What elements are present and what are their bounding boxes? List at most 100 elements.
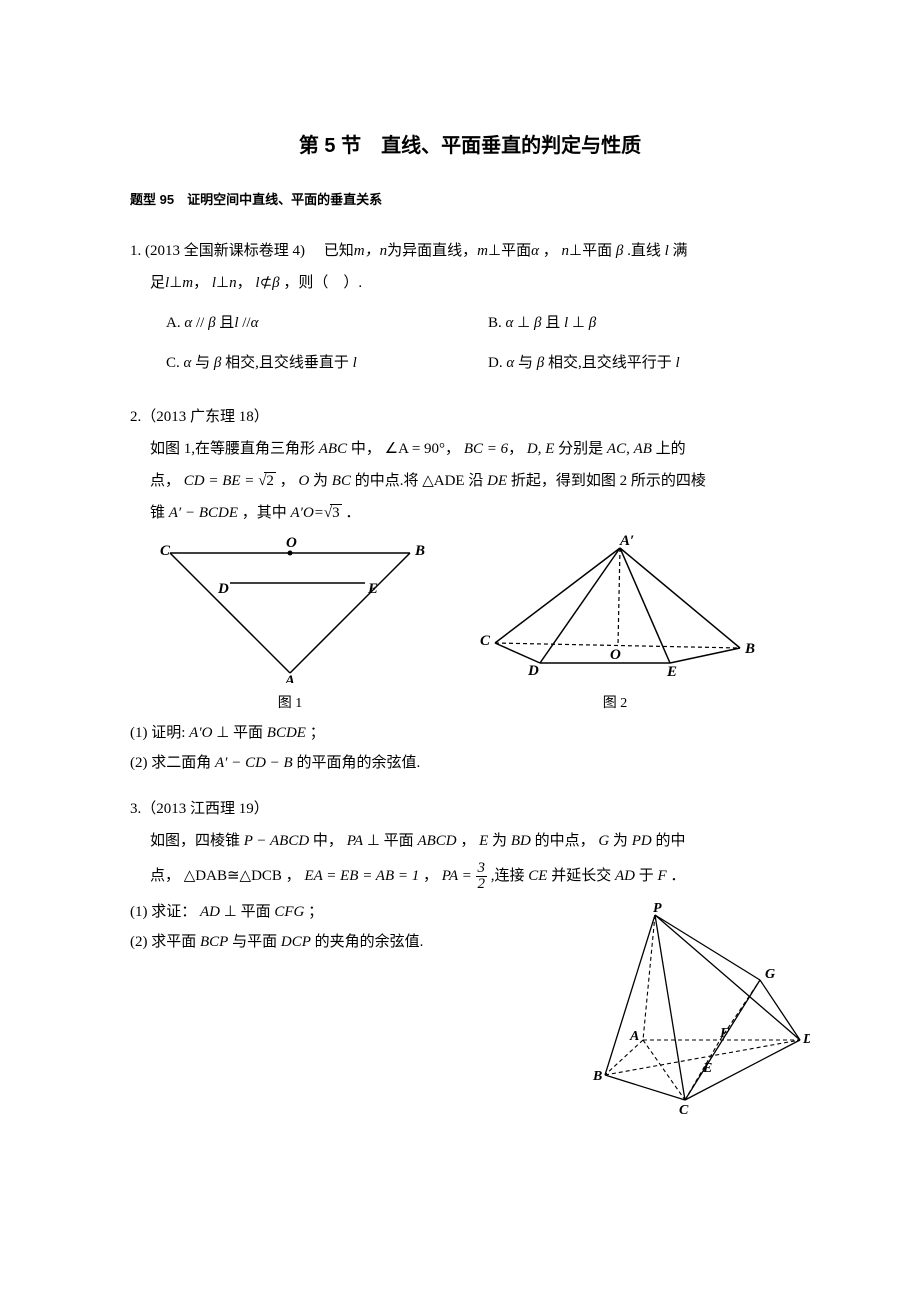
p2-src: （2013 广东理 18） [141,409,269,425]
t: 平面 [241,904,271,920]
t: 并延长交 [551,868,611,884]
t: 且 [545,315,560,331]
svg-text:E: E [666,664,677,680]
sym: PA [347,833,363,849]
t: ， [508,441,523,457]
t: ； [310,725,325,741]
t: 满 [673,243,688,259]
t: 中， [351,441,381,457]
t: 平面 [233,725,263,741]
problem-2: 2.（2013 广东理 18） 如图 1,在等腰直角三角形 ABC 中， ∠A … [130,405,810,775]
svg-text:F: F [719,1026,730,1041]
sym: α [184,355,192,371]
svg-text:D: D [802,1032,810,1047]
sym: AC [607,441,626,457]
sym: E [479,833,488,849]
choice-C: C. α 与 β 相交,且交线垂直于 l [166,343,488,383]
sym: BC = 6 [464,441,508,457]
svg-text:E: E [702,1061,712,1076]
lbl: C. [166,355,180,371]
sym: β [534,315,541,331]
p2-q1: (1) 证明: A′O ⊥ 平面 BCDE ； [130,721,810,745]
fig1: C O B D E A 图 1 [150,533,430,715]
t: 为 [613,833,628,849]
sym: ABC [319,441,347,457]
t: .直线 [627,243,661,259]
sym: BC [332,473,351,489]
p1-src: (2013 全国新课标卷理 4) [145,243,305,259]
svg-text:O: O [286,535,297,551]
fig2-svg: A′ C D O E B [470,533,760,683]
sym: E [545,441,554,457]
p1-line1: 1. (2013 全国新课标卷理 4) 已知m，n为异面直线，m⊥平面α ， n… [130,239,810,263]
frac: 32 [476,861,488,892]
t: 平面 [582,243,612,259]
lbl: A. [166,315,181,331]
sym: β [214,355,221,371]
p1-line2: 足l⊥m， l⊥n， l⊄β ，则（ ）. [130,271,810,295]
svg-text:A′: A′ [619,533,634,549]
sym: β [589,315,596,331]
sym: A′ − CD − B [215,755,293,771]
sym: α [531,243,539,259]
sym: ⊥ [488,243,501,259]
sym: BCDE [267,725,306,741]
p2-q2: (2) 求二面角 A′ − CD − B 的平面角的余弦值. [130,751,810,775]
sym: A′ − BCDE [169,505,238,521]
p3-head: 3.（2013 江西理 19） [130,797,810,821]
t: 足 [150,275,165,291]
problem-1: 1. (2013 全国新课标卷理 4) 已知m，n为异面直线，m⊥平面α ， n… [130,239,810,383]
p3-l2: 点， △DAB≅△DCB ， EA = EB = AB = 1 ， PA = 3… [130,861,810,892]
t: 如图，四棱锥 [150,833,240,849]
t: 折起，得到如图 2 所示的四棱 [511,473,706,489]
sym: ⊄ [260,275,273,291]
t: 为 [492,833,507,849]
sqrt3: √3 [324,501,342,525]
sym: // [242,315,250,331]
svg-text:C: C [480,633,491,649]
sym: DE [487,473,507,489]
sym: ⊥ [517,315,530,331]
sym: n [561,243,569,259]
svg-text:B: B [592,1069,602,1084]
t: ， [237,275,252,291]
p3-figure: P G A F D B E C [575,900,810,1128]
svg-text:A: A [629,1029,639,1044]
svg-text:A: A [284,673,295,683]
sym: BCP [200,934,228,950]
sym: AB [634,441,652,457]
svg-text:D: D [527,663,539,679]
t: (1) 证明: [130,725,185,741]
sym: CE [528,868,547,884]
sym: F [657,868,666,884]
sym: β [208,315,215,331]
fig3-svg: P G A F D B E C [575,900,810,1120]
choice-D: D. α 与 β 相交,且交线平行于 l [488,343,810,383]
t: 与 [195,355,210,371]
p2-l1: 如图 1,在等腰直角三角形 ABC 中， ∠A = 90°， BC = 6， D… [130,437,810,461]
p3-l1: 如图，四棱锥 P − ABCD 中， PA ⊥ 平面 ABCD ， E 为 BD… [130,829,810,853]
sym: CFG [274,904,304,920]
t: ， [423,868,438,884]
p2-num: 2. [130,409,141,425]
sym: A′O [189,725,212,741]
section-title: 第 5 节 直线、平面垂直的判定与性质 [130,130,810,162]
t: 沿 [468,473,483,489]
sym: BD [511,833,531,849]
sym: DCP [281,934,311,950]
sym: O [298,473,309,489]
lbl: B. [488,315,502,331]
sym: β [272,275,279,291]
sym: m [477,243,488,259]
t: ,连接 [491,868,525,884]
problem-3: 3.（2013 江西理 19） 如图，四棱锥 P − ABCD 中， PA ⊥ … [130,797,810,1128]
sym: ⊥ [569,243,582,259]
sym: n [229,275,237,291]
fig2: A′ C D O E B 图 2 [470,533,760,715]
t: 如图 1,在等腰直角三角形 [150,441,315,457]
t: (1) 求证： [130,904,196,920]
sym: // [196,315,204,331]
fig2-caption: 图 2 [470,693,760,715]
t: 平面 [384,833,414,849]
t: 锥 [150,505,165,521]
